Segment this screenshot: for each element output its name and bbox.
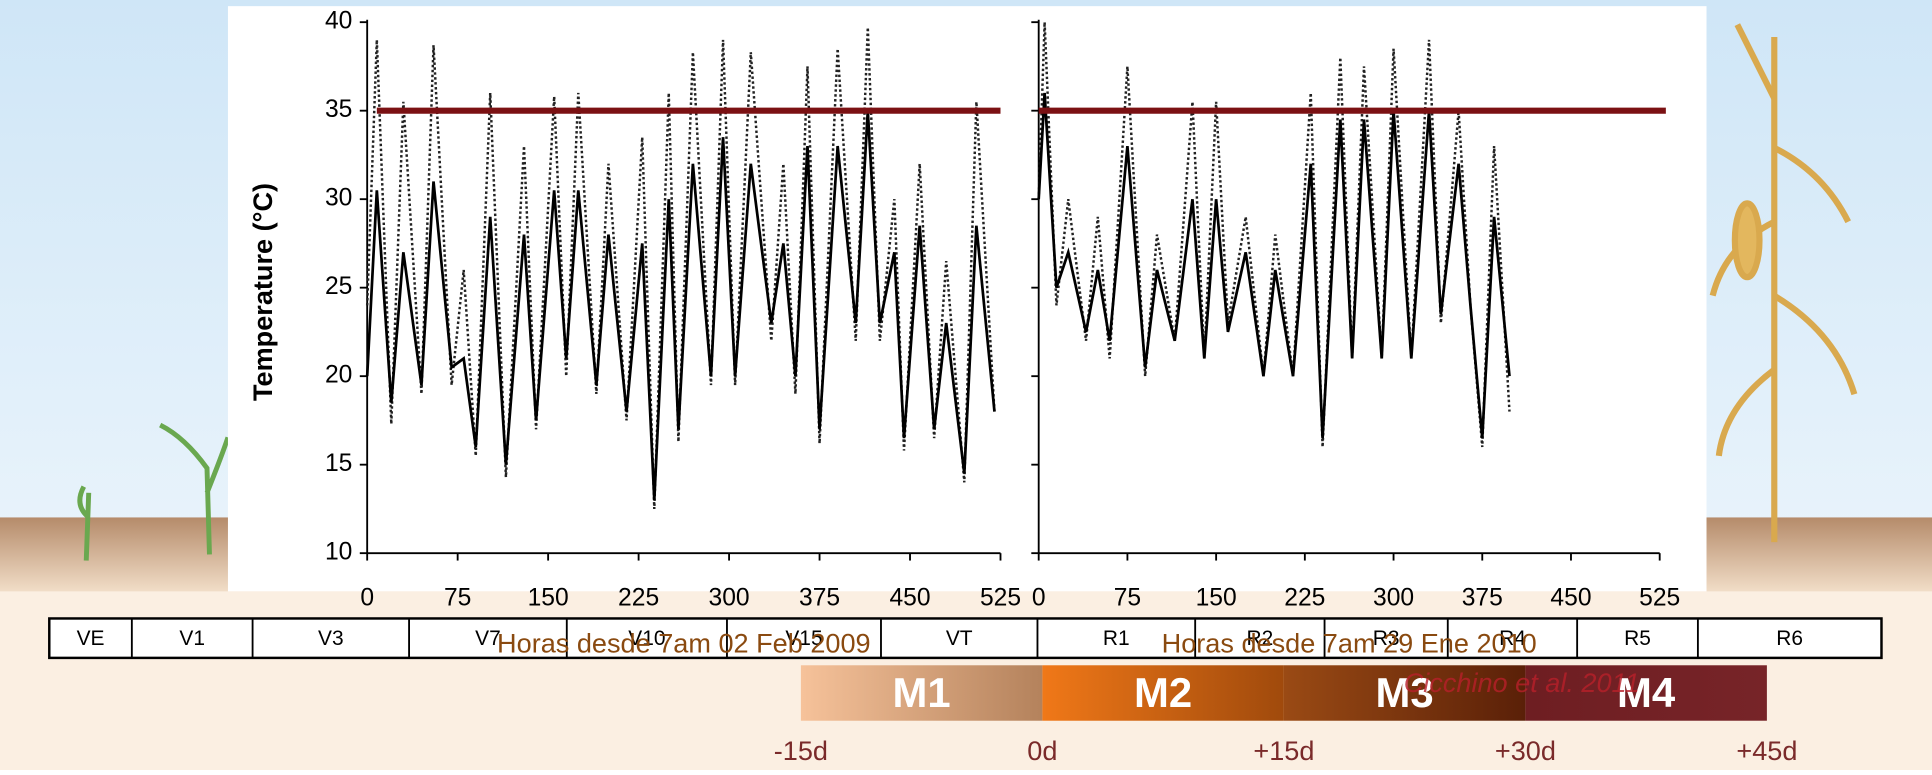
y-tick-label: 35 <box>325 96 352 123</box>
phase-label: M3 <box>1376 669 1434 716</box>
stage-label: VT <box>946 627 973 650</box>
y-tick-label: 40 <box>325 8 352 35</box>
x-tick-label: 450 <box>889 584 930 611</box>
x-tick-label: 300 <box>1373 584 1414 611</box>
stage-label: R4 <box>1499 627 1526 650</box>
x-tick-label: 75 <box>1114 584 1141 611</box>
stage-label: R6 <box>1776 627 1803 650</box>
x-tick-label: 375 <box>1462 584 1503 611</box>
day-label: 0d <box>1027 735 1057 766</box>
stage-label: V1 <box>179 627 205 650</box>
phase-label: M4 <box>1617 669 1676 716</box>
stage-label: V10 <box>628 627 665 650</box>
y-tick-label: 20 <box>325 362 352 389</box>
citation: Cicchino et al. 2011 <box>1404 667 1640 698</box>
mature-plant <box>1709 23 1858 543</box>
stage-label: V15 <box>785 627 822 650</box>
stage-label: R5 <box>1624 627 1651 650</box>
phase-block <box>1525 665 1767 721</box>
phase-bar: M1 M2 M3 M4 -15d 0d +15d +30d +45d <box>774 665 1797 766</box>
stage-label: R3 <box>1373 627 1400 650</box>
x-tick-label: 150 <box>528 584 569 611</box>
stage-frame <box>48 617 1883 660</box>
day-label: +45d <box>1736 735 1797 766</box>
x-tick-label: 525 <box>980 584 1021 611</box>
stage-label: VE <box>77 627 105 650</box>
stage-label: R2 <box>1246 627 1273 650</box>
x-tick-label: 225 <box>618 584 659 611</box>
phase-block <box>1283 665 1526 721</box>
x-tick-label: 525 <box>1639 584 1680 611</box>
phase-block <box>800 665 1043 721</box>
y-tick-label: 30 <box>325 185 352 212</box>
y-tick-label: 25 <box>325 273 352 300</box>
chart-area <box>227 6 1707 592</box>
day-label: +15d <box>1253 735 1314 766</box>
phase-label: M1 <box>893 669 951 716</box>
y-axis-title: Temperature (°C) <box>247 183 278 401</box>
day-label: -15d <box>774 735 828 766</box>
stage-label: V7 <box>475 627 501 650</box>
seedlings <box>77 422 231 561</box>
x-axis-title: Horas desde 7am 02 Feb 2009 <box>497 628 871 659</box>
x-tick-label: 0 <box>360 584 374 611</box>
day-label: +30d <box>1495 735 1556 766</box>
x-tick-label: 375 <box>799 584 840 611</box>
phase-block <box>1042 665 1284 721</box>
x-axis-title: Horas desde 7am 29 Ene 2010 <box>1162 628 1537 659</box>
x-tick-label: 300 <box>709 584 750 611</box>
phase-label: M2 <box>1134 669 1192 716</box>
growth-stage-bar: VE V1 V3 V7 V10 V15 VT R1 R2 R3 R4 R5 R6 <box>48 617 1883 660</box>
stage-label: V3 <box>318 627 344 650</box>
x-tick-label: 75 <box>444 584 471 611</box>
x-tick-label: 450 <box>1550 584 1591 611</box>
stage-label: R1 <box>1103 627 1130 650</box>
temperature-line <box>1037 92 1511 439</box>
x-tick-label: 0 <box>1032 584 1046 611</box>
x-tick-label: 150 <box>1196 584 1237 611</box>
y-tick-label: 10 <box>325 539 352 566</box>
y-tick-label: 15 <box>325 450 352 477</box>
temperature-line <box>365 110 996 501</box>
x-tick-label: 225 <box>1284 584 1325 611</box>
